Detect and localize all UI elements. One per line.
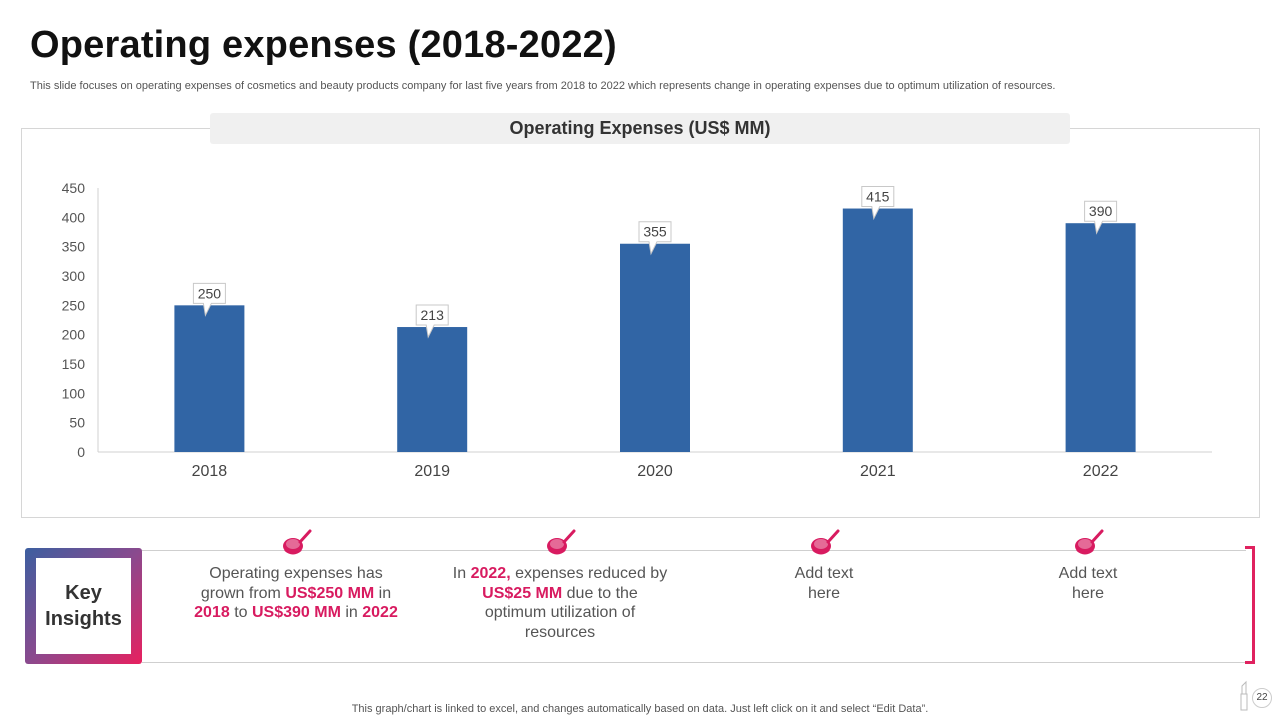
insight-span: due to the optimum utilization of resour… — [484, 584, 638, 641]
insight-1: Operating expenses has grown from US$250… — [186, 528, 406, 623]
insight-span: In — [452, 565, 471, 582]
x-tick-label: 2020 — [637, 463, 673, 480]
compact-powder-icon — [1075, 529, 1104, 555]
y-tick-label: 450 — [62, 180, 86, 196]
data-label: 250 — [198, 285, 222, 301]
insight-highlight: 2022, — [470, 565, 511, 582]
data-label-callout — [192, 282, 226, 317]
insights-bracket — [1245, 546, 1255, 664]
key-insights-badge: Key Insights — [25, 548, 142, 664]
key-insights-line2: Insights — [45, 608, 122, 630]
insight-span: Operating expenses has grown from — [200, 565, 383, 602]
page-title: Operating expenses (2018-2022) — [30, 24, 617, 66]
compact-powder-icon — [811, 529, 840, 555]
y-tick-label: 200 — [62, 327, 86, 343]
insight-text[interactable]: Add text here — [1048, 564, 1128, 603]
y-tick-label: 400 — [62, 209, 86, 225]
data-label: 390 — [1089, 203, 1113, 219]
insight-span: Add text here — [1058, 565, 1118, 602]
insight-highlight: 2018 — [194, 604, 230, 621]
insight-span: in — [340, 604, 363, 621]
insight-3: Add text here — [714, 528, 934, 603]
insight-4: Add text here — [978, 528, 1198, 603]
y-tick-label: 50 — [69, 415, 85, 431]
insight-span: to — [229, 604, 252, 621]
insight-text: Operating expenses has grown from US$250… — [186, 564, 406, 623]
footer-note: This graph/chart is linked to excel, and… — [351, 703, 929, 715]
lipstick-icon — [1240, 680, 1248, 711]
y-tick-label: 250 — [62, 297, 86, 313]
page-number: 22 — [1252, 688, 1272, 708]
insight-highlight: 2022 — [362, 604, 398, 621]
y-tick-label: 300 — [62, 268, 86, 284]
insight-highlight: US$25 MM — [482, 584, 563, 602]
y-tick-label: 350 — [62, 239, 86, 255]
y-tick-label: 0 — [77, 444, 85, 460]
insights-panel — [142, 550, 1246, 663]
insight-span: expenses reduced by — [510, 565, 668, 582]
insight-text[interactable]: Add text here — [784, 564, 864, 603]
compact-powder-icon — [547, 529, 576, 555]
y-tick-label: 100 — [62, 385, 86, 401]
x-tick-label: 2019 — [414, 463, 450, 480]
insight-span: in — [374, 584, 392, 602]
key-insights-label: Key Insights — [36, 558, 131, 654]
chart-title: Operating Expenses (US$ MM) — [210, 113, 1070, 144]
bar — [620, 243, 690, 452]
data-label-callout — [1084, 200, 1118, 235]
insight-2: In 2022, expenses reduced by US$25 MM du… — [450, 528, 670, 642]
y-tick-label: 150 — [62, 356, 86, 372]
data-label: 213 — [421, 307, 445, 323]
data-label-callout — [861, 186, 895, 221]
insight-span: Add text here — [794, 565, 854, 602]
insight-highlight: US$250 MM — [285, 584, 375, 602]
insight-highlight: US$390 MM — [251, 604, 341, 621]
x-tick-label: 2018 — [192, 463, 228, 480]
bar — [842, 208, 913, 452]
key-insights-line1: Key — [65, 582, 102, 604]
data-label-callout — [415, 304, 449, 339]
data-label: 355 — [643, 224, 667, 240]
page-subtitle: This slide focuses on operating expenses… — [30, 80, 1056, 92]
data-label-callout — [638, 221, 672, 256]
insight-text: In 2022, expenses reduced by US$25 MM du… — [450, 564, 670, 642]
x-tick-label: 2022 — [1083, 463, 1119, 480]
compact-powder-icon — [283, 529, 312, 555]
data-label: 415 — [866, 189, 890, 205]
bar — [397, 327, 468, 452]
bar — [1065, 223, 1136, 452]
x-tick-label: 2021 — [860, 463, 896, 480]
bar — [174, 305, 245, 452]
